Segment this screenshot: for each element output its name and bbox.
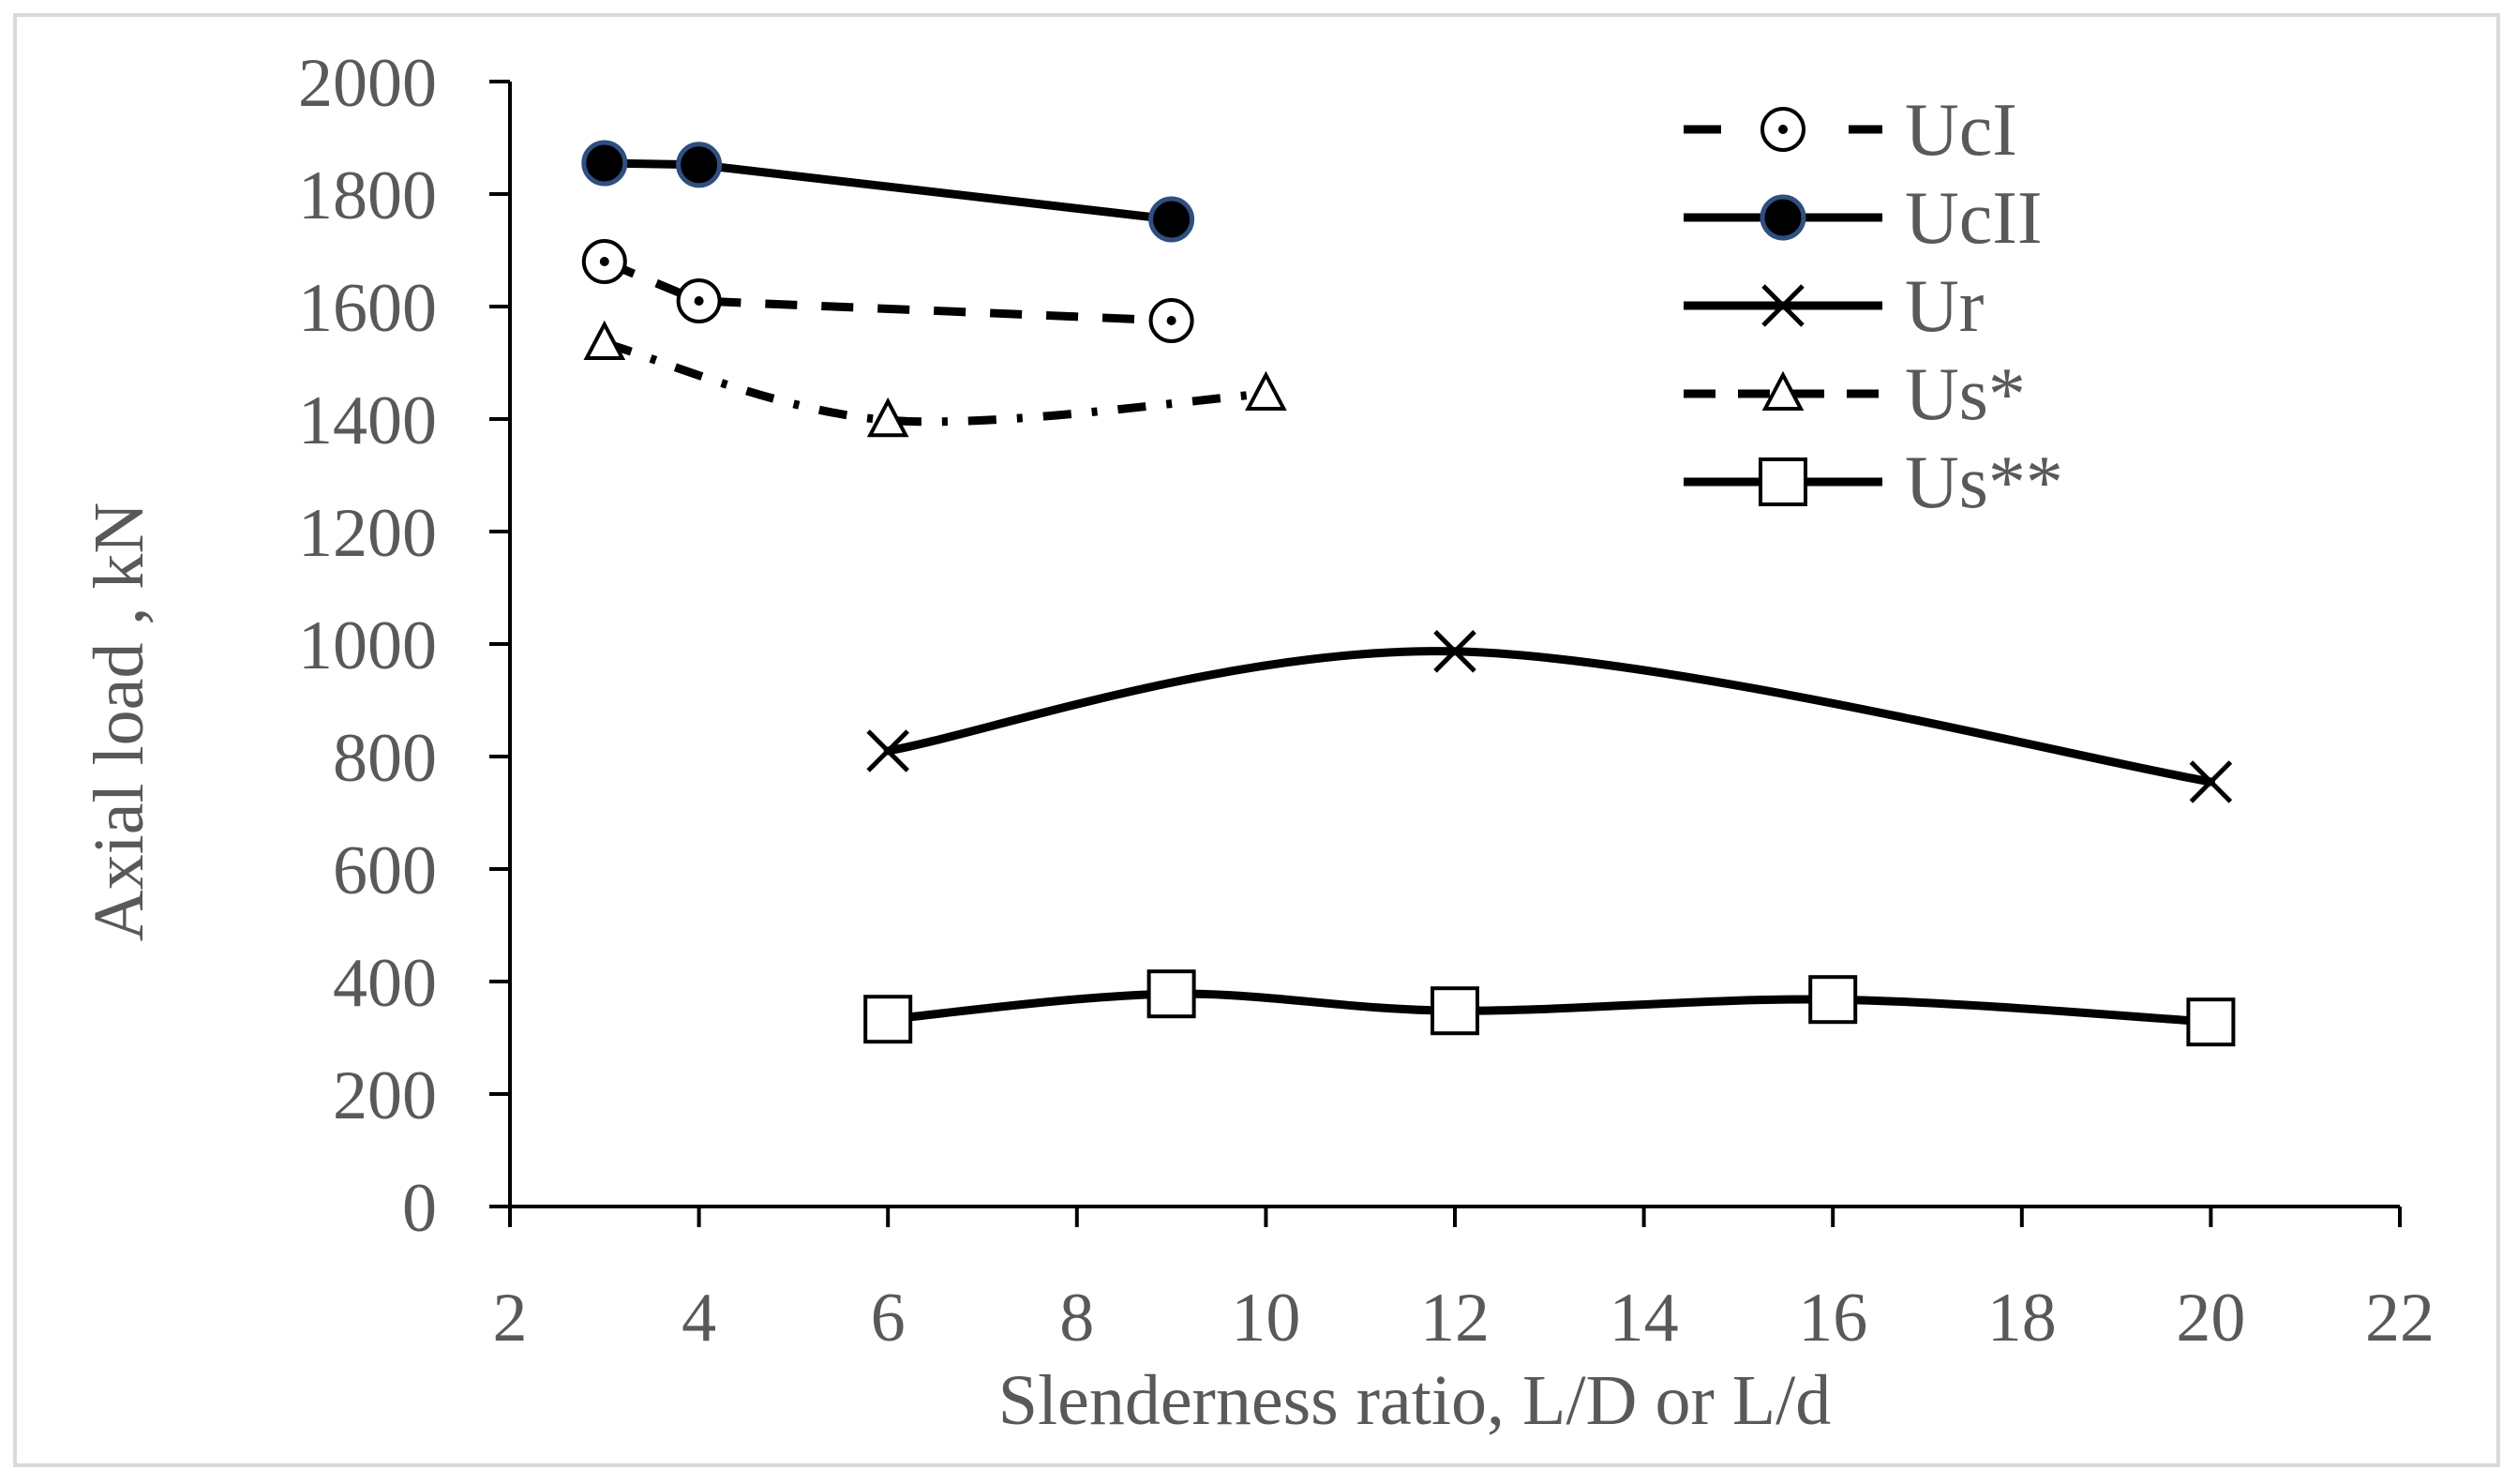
data-point [1245, 370, 1287, 411]
ticks: 2 4 6 8 10 12 14 16 18 20 22 0 200 400 600 800 1000 1200 1… [298, 45, 2435, 1357]
legend-item: UcI [1684, 89, 2017, 172]
x-tick-label: 14 [1610, 1280, 1679, 1357]
series-line [883, 989, 2215, 1027]
legend-marker [1761, 284, 1805, 327]
data-point [1808, 975, 1858, 1025]
y-tick-label: 0 [402, 1170, 437, 1247]
legend-item: Us** [1684, 442, 2063, 524]
y-axis-title: Axial load , kN [80, 502, 158, 942]
legend-marker [1761, 370, 1805, 411]
legend-marker [1759, 457, 1807, 506]
x-tick-label: 10 [1231, 1280, 1300, 1357]
x-tick-label: 12 [1420, 1280, 1490, 1357]
data-point [2186, 997, 2236, 1047]
data-point [1431, 986, 1479, 1036]
x-tick-label: 20 [2176, 1280, 2245, 1357]
x-tick-label: 22 [2365, 1280, 2435, 1357]
series-Ur [866, 630, 2233, 803]
series-Us* [583, 320, 1287, 438]
y-tick-label: 1600 [298, 270, 437, 347]
plot-area [581, 140, 2236, 1047]
data-point [581, 140, 628, 187]
data-point [583, 320, 626, 360]
data-point [1148, 196, 1195, 243]
data-point [863, 995, 913, 1044]
data-point [2189, 760, 2233, 803]
chart-frame [13, 13, 2500, 1467]
y-tick-label: 1000 [298, 607, 437, 684]
x-tick-label: 18 [1987, 1280, 2057, 1357]
x-tick-label: 16 [1798, 1280, 1867, 1357]
data-point [1433, 630, 1476, 673]
y-tick-label: 1400 [298, 382, 437, 459]
series-line [603, 338, 1266, 427]
data-point [1146, 969, 1196, 1019]
y-tick-label: 800 [333, 720, 437, 797]
y-tick-label: 1800 [298, 157, 437, 234]
series-line [883, 647, 2215, 787]
legend-marker [1760, 194, 1806, 241]
y-tick-label: 1200 [298, 495, 437, 572]
x-tick-label: 8 [1059, 1280, 1094, 1357]
data-point [676, 278, 722, 323]
legend-label: UcII [1905, 177, 2043, 260]
data-point [581, 239, 627, 284]
series-UcI [581, 239, 1194, 343]
legend-item: Ur [1684, 265, 1984, 348]
legend-marker [1760, 107, 1805, 152]
x-axis-title: Slenderness ratio, L/D or L/d [998, 1361, 1832, 1440]
series-line [603, 257, 1172, 325]
y-tick-label: 600 [333, 832, 437, 909]
legend-label: UcI [1905, 89, 2017, 172]
y-tick-label: 400 [333, 945, 437, 1022]
data-point [676, 142, 723, 188]
data-point [866, 729, 909, 772]
legend-label: Ur [1905, 265, 1984, 348]
legend-label: Us* [1905, 353, 2026, 436]
x-tick-label: 6 [871, 1280, 906, 1357]
legend-label: Us** [1905, 442, 2063, 524]
series-UcII [581, 140, 1195, 243]
y-tick-label: 200 [333, 1057, 437, 1134]
axes [508, 82, 2400, 1208]
x-tick-label: 2 [493, 1280, 528, 1357]
series-Us** [863, 969, 2236, 1047]
data-point [1148, 298, 1194, 343]
y-tick-label: 2000 [298, 45, 437, 122]
legend-item: UcII [1684, 177, 2043, 260]
legend-item: Us* [1684, 353, 2026, 436]
x-tick-label: 4 [682, 1280, 716, 1357]
data-point [866, 397, 909, 438]
